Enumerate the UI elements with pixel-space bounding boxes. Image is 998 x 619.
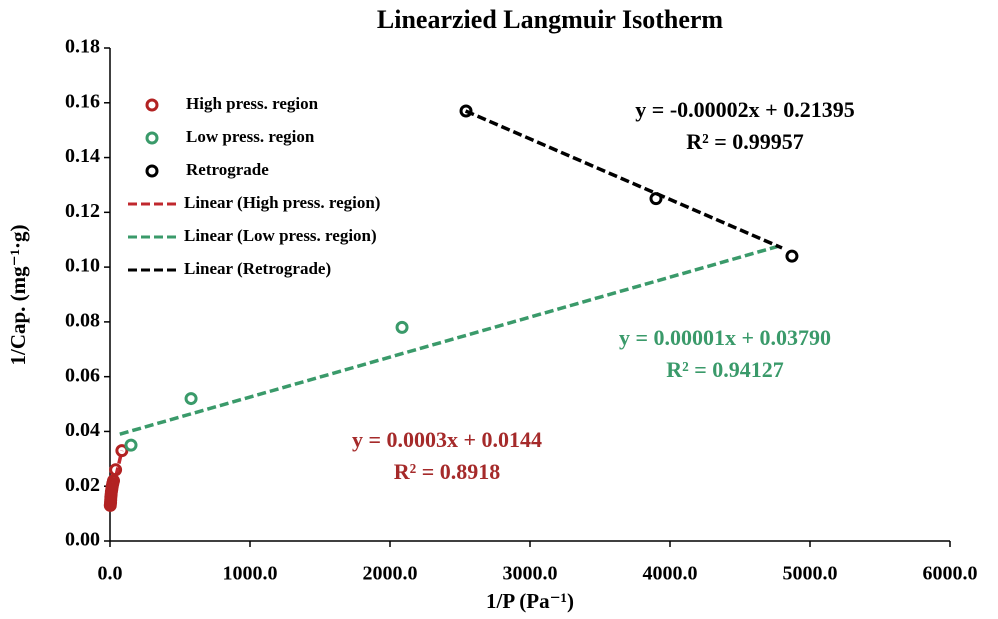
x-tick-label: 6000.0 bbox=[923, 563, 978, 585]
x-tick-label: 4000.0 bbox=[643, 563, 698, 585]
point bbox=[459, 104, 473, 118]
legend-label: High press. region bbox=[186, 94, 319, 113]
equation-label: y = -0.00002x + 0.21395 bbox=[635, 97, 854, 122]
y-tick-label: 0.16 bbox=[65, 90, 100, 112]
y-tick-label: 0.06 bbox=[65, 364, 100, 386]
chart-title: Linearzied Langmuir Isotherm bbox=[377, 5, 724, 34]
equation-label: R² = 0.8918 bbox=[394, 459, 501, 484]
legend-label: Linear (Retrograde) bbox=[184, 259, 331, 278]
legend-label: Low press. region bbox=[186, 127, 315, 146]
trend-line bbox=[464, 109, 783, 250]
legend-label: Linear (Low press. region) bbox=[184, 226, 377, 245]
legend-marker bbox=[145, 164, 159, 178]
legend-marker bbox=[145, 98, 159, 112]
y-tick-label: 0.02 bbox=[65, 474, 100, 496]
y-tick-label: 0.10 bbox=[65, 255, 100, 277]
point bbox=[184, 392, 198, 406]
legend-marker bbox=[145, 131, 159, 145]
x-tick-label: 5000.0 bbox=[783, 563, 838, 585]
point bbox=[649, 192, 663, 206]
y-tick-label: 0.08 bbox=[65, 309, 100, 331]
x-tick-label: 1000.0 bbox=[223, 563, 278, 585]
y-tick-label: 0.18 bbox=[65, 36, 100, 58]
x-tick-label: 0.0 bbox=[98, 563, 123, 585]
x-tick-label: 2000.0 bbox=[363, 563, 418, 585]
point bbox=[124, 438, 138, 452]
y-axis-label: 1/Cap. (mg⁻¹·g) bbox=[6, 224, 30, 365]
trend-line bbox=[119, 243, 783, 436]
equation-label: y = 0.0003x + 0.0144 bbox=[352, 427, 542, 452]
y-tick-label: 0.00 bbox=[65, 529, 100, 551]
point bbox=[109, 463, 123, 477]
point bbox=[785, 249, 799, 263]
equation-label: y = 0.00001x + 0.03790 bbox=[619, 325, 831, 350]
y-tick-label: 0.14 bbox=[65, 145, 100, 167]
point bbox=[115, 444, 129, 458]
point bbox=[395, 320, 409, 334]
y-tick-label: 0.12 bbox=[65, 200, 100, 222]
legend-label: Linear (High press. region) bbox=[184, 193, 380, 212]
x-tick-label: 3000.0 bbox=[503, 563, 558, 585]
legend-label: Retrograde bbox=[186, 160, 269, 179]
y-tick-label: 0.04 bbox=[65, 419, 100, 441]
equation-label: R² = 0.94127 bbox=[666, 357, 784, 382]
equation-label: R² = 0.99957 bbox=[686, 129, 804, 154]
x-axis-label: 1/P (Pa⁻¹) bbox=[486, 589, 574, 613]
